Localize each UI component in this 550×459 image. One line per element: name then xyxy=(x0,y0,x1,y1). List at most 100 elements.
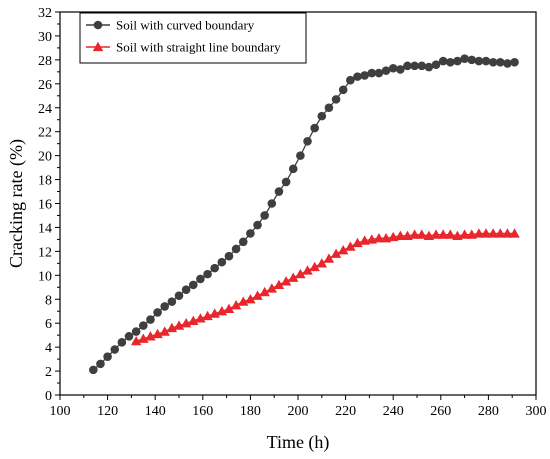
data-point-circle xyxy=(431,60,441,69)
y-tick-label: 30 xyxy=(38,30,52,45)
data-point-triangle xyxy=(416,229,427,239)
data-point-triangle xyxy=(473,228,485,238)
legend-item: Soil with straight line boundary xyxy=(86,40,281,55)
y-tick-label: 10 xyxy=(38,269,52,284)
data-point-circle xyxy=(238,237,248,247)
x-tick-label: 260 xyxy=(430,404,451,419)
data-point-triangle xyxy=(487,228,499,238)
x-tick-label: 180 xyxy=(240,404,261,419)
data-point-circle xyxy=(246,229,255,238)
data-point-circle xyxy=(167,297,177,306)
data-point-triangle xyxy=(288,272,299,282)
data-point-triangle xyxy=(159,326,170,336)
data-point-circle xyxy=(481,56,491,66)
series-line xyxy=(92,58,515,371)
data-point-triangle xyxy=(459,229,470,239)
y-tick-label: 8 xyxy=(45,293,52,308)
x-tick-label: 220 xyxy=(335,404,356,419)
data-point-triangle xyxy=(195,313,206,323)
data-point-circle xyxy=(510,57,519,67)
x-tick-label: 280 xyxy=(478,404,499,419)
x-tick-label: 300 xyxy=(526,404,547,419)
data-point-circle xyxy=(381,66,391,75)
data-point-circle xyxy=(267,199,277,208)
data-point-triangle xyxy=(245,294,256,304)
data-point-triangle xyxy=(295,268,306,279)
series-2 xyxy=(130,228,520,346)
data-point-triangle xyxy=(166,322,178,333)
legend: Soil with curved boundary Soil with strai… xyxy=(79,12,307,64)
x-tick-label: 240 xyxy=(383,404,404,419)
data-point-circle xyxy=(181,285,191,294)
data-point-triangle xyxy=(259,286,270,297)
data-point-circle xyxy=(303,136,312,146)
data-point-circle xyxy=(110,345,120,354)
data-point-circle xyxy=(474,56,484,66)
data-point-circle xyxy=(281,177,291,187)
data-point-circle xyxy=(103,352,112,362)
data-point-triangle xyxy=(509,228,520,238)
data-point-triangle xyxy=(202,310,213,321)
data-point-circle xyxy=(453,56,462,66)
data-point-triangle xyxy=(309,261,320,272)
data-point-triangle xyxy=(430,229,442,239)
data-point-circle xyxy=(438,56,448,66)
data-point-triangle xyxy=(266,283,278,293)
data-point-circle xyxy=(224,251,234,261)
data-point-circle xyxy=(296,151,305,160)
data-point-triangle xyxy=(323,253,335,263)
data-point-circle xyxy=(496,57,505,67)
data-point-triangle xyxy=(209,308,220,318)
data-point-triangle xyxy=(502,228,513,238)
data-point-triangle xyxy=(445,229,456,239)
data-point-circle xyxy=(174,291,184,300)
legend-label: Soil with curved boundary xyxy=(116,18,255,33)
x-tick-label: 120 xyxy=(97,404,118,419)
y-tick-label: 0 xyxy=(45,389,52,404)
data-point-triangle xyxy=(138,333,149,343)
data-point-circle xyxy=(317,111,327,121)
data-point-triangle xyxy=(395,230,406,240)
data-point-circle xyxy=(188,280,198,290)
legend-box xyxy=(79,12,307,64)
x-tick-label: 160 xyxy=(192,404,213,419)
y-tick-label: 32 xyxy=(38,6,52,21)
y-tick-label: 6 xyxy=(45,317,52,332)
data-point-triangle xyxy=(302,265,313,275)
data-point-triangle xyxy=(223,303,235,313)
data-point-triangle xyxy=(273,279,285,290)
data-point-circle xyxy=(367,68,377,78)
data-point-circle xyxy=(396,65,405,74)
data-point-circle xyxy=(96,359,105,369)
data-point-triangle xyxy=(92,41,104,52)
data-point-circle xyxy=(424,62,434,72)
data-point-circle xyxy=(417,61,427,71)
data-point-triangle xyxy=(373,233,385,243)
data-point-triangle xyxy=(316,258,327,268)
data-point-circle xyxy=(89,365,98,375)
data-point-triangle xyxy=(330,248,342,258)
data-point-circle xyxy=(203,269,212,279)
data-point-triangle xyxy=(216,306,228,316)
data-point-circle xyxy=(331,95,341,104)
data-point-circle xyxy=(460,54,469,63)
y-axis-title: Cracking rate (%) xyxy=(6,139,27,268)
data-point-triangle xyxy=(230,300,242,310)
data-point-circle xyxy=(324,103,334,113)
data-point-circle xyxy=(288,164,298,174)
data-point-circle xyxy=(346,75,355,85)
data-point-triangle xyxy=(345,241,356,251)
data-point-triangle xyxy=(352,237,363,248)
data-point-triangle xyxy=(480,228,492,238)
data-point-circle xyxy=(467,55,477,65)
series-layer xyxy=(89,54,520,375)
data-point-triangle xyxy=(252,290,263,300)
legend-item: Soil with curved boundary xyxy=(86,18,255,33)
data-point-circle xyxy=(117,338,127,347)
x-axis-title: Time (h) xyxy=(267,432,330,453)
data-point-triangle xyxy=(180,317,192,328)
data-point-triangle xyxy=(437,229,449,239)
